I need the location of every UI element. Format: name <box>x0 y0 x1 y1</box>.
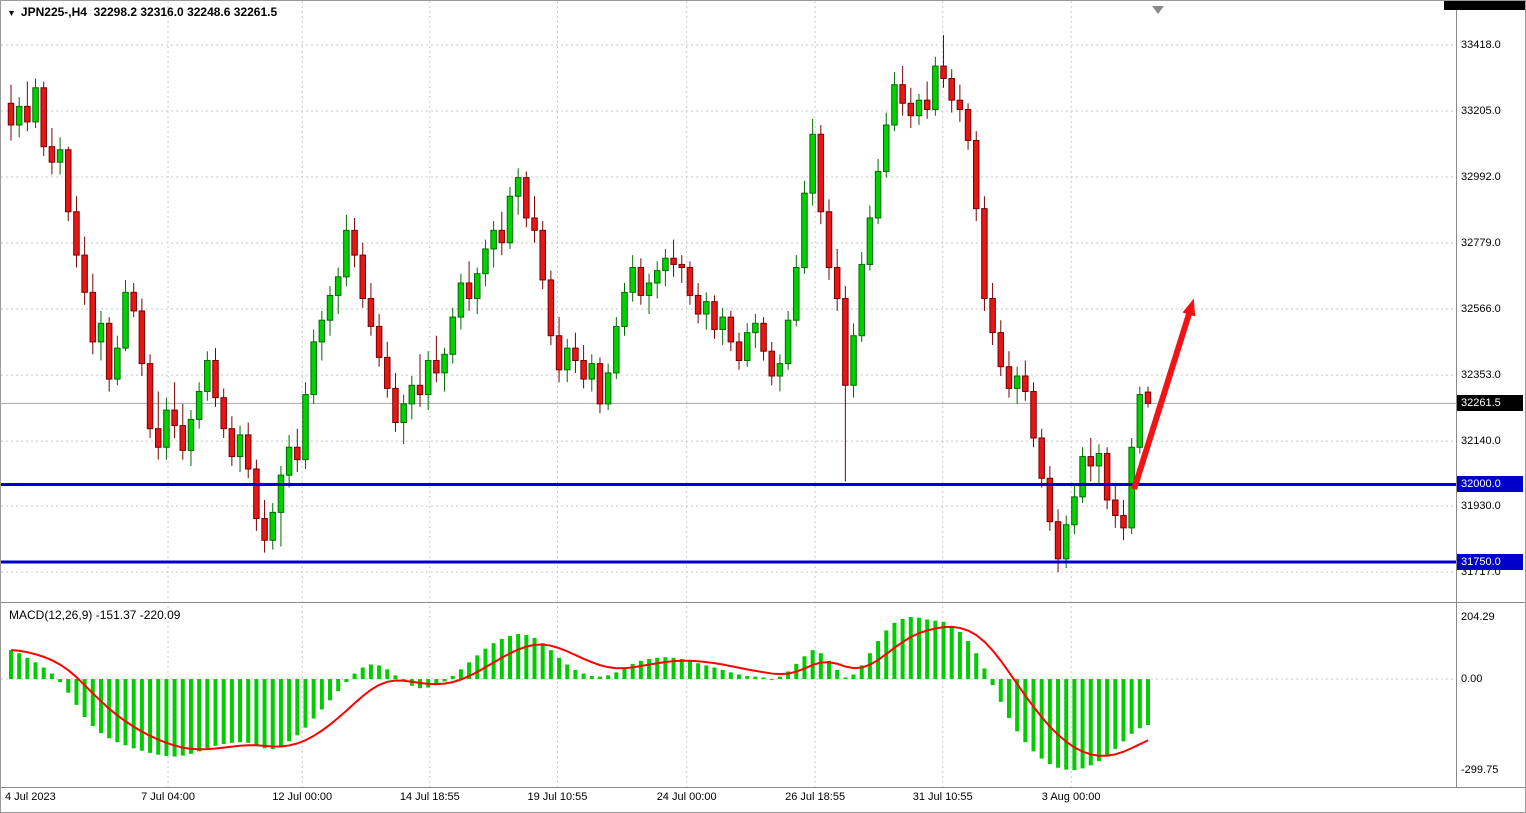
macd-values: -151.37 -220.09 <box>95 608 181 622</box>
macd-signal-line <box>10 625 1149 757</box>
support-level-badge: 32000.0 <box>1457 476 1523 493</box>
trend-arrow[interactable] <box>1131 298 1196 491</box>
date-axis-label: 4 Jul 2023 <box>5 791 56 803</box>
chart-title: ▼ JPN225-,H4 32298.2 32316.0 32248.6 3226… <box>7 5 277 19</box>
symbol-dropdown-icon[interactable]: ▼ <box>7 8 16 18</box>
support-level-badge: 31750.0 <box>1457 553 1523 570</box>
price-axis-label: 33418.0 <box>1461 39 1501 51</box>
price-axis-label: 32992.0 <box>1461 171 1501 184</box>
time-axis[interactable]: 4 Jul 2023 7 Jul 04:00 12 Jul 00:00 14 Jul … <box>1 789 1456 812</box>
chart-ohlc-values: 32298.2 32316.0 32248.6 32261.5 <box>93 5 278 19</box>
macd-indicator-label: MACD(12,26,9) -151.37 -220.09 <box>9 608 180 622</box>
chart-symbol-timeframe: JPN225-,H4 <box>20 5 87 19</box>
price-axis[interactable]: 33418.0 33205.0 32992.0 32779.0 32566.0 32353… <box>1457 1 1525 787</box>
date-axis-label: 3 Aug 00:00 <box>1041 791 1101 803</box>
current-price-badge: 32261.5 <box>1457 395 1523 412</box>
chart-shift-marker-icon[interactable] <box>1152 6 1164 14</box>
date-axis-label: 24 Jul 00:00 <box>656 791 717 803</box>
price-axis-label: 32353.0 <box>1461 369 1501 382</box>
price-axis-label: 32566.0 <box>1461 303 1501 316</box>
price-axis-label: 32779.0 <box>1461 237 1501 250</box>
date-axis-label: 26 Jul 18:55 <box>785 791 846 803</box>
date-axis-label: 12 Jul 00:00 <box>272 791 333 803</box>
price-axis-label: 33205.0 <box>1461 105 1501 118</box>
date-axis-label: 7 Jul 04:00 <box>141 791 195 803</box>
price-axis-label: 32140.0 <box>1461 435 1501 448</box>
price-axis-label: 31930.0 <box>1461 500 1501 513</box>
macd-axis-label: 0.00 <box>1461 673 1483 686</box>
date-axis-label: 14 Jul 18:55 <box>399 791 460 803</box>
date-axis-label: 19 Jul 10:55 <box>527 791 588 803</box>
top-right-black-bar <box>1444 1 1525 10</box>
candlesticks-layer <box>7 35 1152 573</box>
panel-separators <box>1 1 1525 788</box>
date-axis-label: 31 Jul 10:55 <box>912 791 973 803</box>
macd-axis-label: -299.75 <box>1461 764 1499 777</box>
macd-name: MACD(12,26,9) <box>9 608 93 622</box>
grid-layer <box>1 1 1456 787</box>
macd-axis-label: 204.29 <box>1461 610 1495 623</box>
